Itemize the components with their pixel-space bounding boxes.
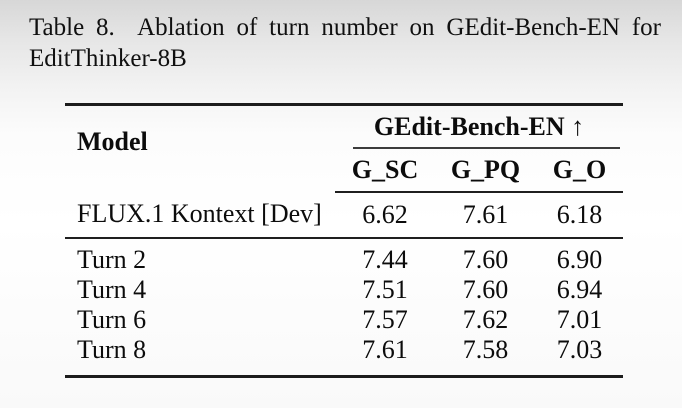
value-cell-g-o: 6.18 bbox=[536, 191, 623, 239]
ablation-table: Model GEdit-Bench-EN ↑ G_SC G_PQ G_O FLU… bbox=[65, 103, 623, 378]
value-cell-g-sc: 6.62 bbox=[335, 191, 435, 239]
group-header-gedit-bench-en: GEdit-Bench-EN ↑ bbox=[335, 105, 623, 149]
value-cell-g-o: 6.90 bbox=[556, 244, 603, 274]
value-cell-g-pq: 7.58 bbox=[462, 334, 509, 364]
value-cell-g-sc: 7.51 bbox=[362, 274, 408, 304]
table-caption: Table 8. Ablation of turn number on GEdi… bbox=[29, 12, 661, 74]
value-cell-g-o: 7.03 bbox=[556, 334, 603, 364]
caption-line-1: Table 8. Ablation of turn number on GEdi… bbox=[29, 14, 661, 41]
model-cell: Turn 4 bbox=[77, 274, 147, 304]
value-cell-g-pq: 7.60 bbox=[462, 244, 509, 274]
value-cell-g-pq: 7.61 bbox=[435, 191, 536, 239]
table-row-flux-kontext: FLUX.1 Kontext [Dev] 6.62 7.61 6.18 bbox=[65, 191, 623, 239]
header-row-group: Model GEdit-Bench-EN ↑ bbox=[65, 105, 623, 156]
model-cell: Turn 8 bbox=[77, 334, 147, 364]
table-row-turn-2: Turn 2 7.44 7.60 6.90 bbox=[65, 238, 623, 275]
column-header-g-o: G_O bbox=[536, 148, 623, 193]
table-row-turn-8: Turn 8 7.61 7.58 7.03 bbox=[65, 335, 623, 377]
value-cell-g-o: 7.01 bbox=[556, 304, 603, 334]
table-row-turn-6: Turn 6 7.57 7.62 7.01 bbox=[65, 305, 623, 335]
group-header-label: GEdit-Bench-EN ↑ bbox=[373, 112, 585, 142]
column-header-g-pq: G_PQ bbox=[435, 148, 536, 193]
cmidrule bbox=[353, 146, 620, 149]
column-header-g-sc: G_SC bbox=[335, 148, 435, 193]
model-cell: Turn 6 bbox=[77, 304, 147, 334]
value-cell-g-o: 6.94 bbox=[556, 274, 603, 304]
value-cell-g-sc: 7.57 bbox=[362, 304, 408, 334]
model-cell: Turn 2 bbox=[77, 244, 147, 274]
model-cell: FLUX.1 Kontext [Dev] bbox=[65, 191, 335, 239]
value-cell-g-pq: 7.60 bbox=[462, 274, 509, 304]
table-body: FLUX.1 Kontext [Dev] 6.62 7.61 6.18 Turn… bbox=[65, 191, 623, 377]
table-row-turn-4: Turn 4 7.51 7.60 6.94 bbox=[65, 275, 623, 305]
value-cell-g-sc: 7.44 bbox=[362, 244, 408, 274]
value-cell-g-sc: 7.61 bbox=[362, 334, 408, 364]
value-cell-g-pq: 7.62 bbox=[462, 304, 509, 334]
column-header-model: Model bbox=[77, 126, 148, 156]
header-row-metrics: G_SC G_PQ G_O bbox=[65, 148, 623, 193]
caption-line-2: EditThinker-8B bbox=[29, 45, 187, 72]
table-header: Model GEdit-Bench-EN ↑ G_SC G_PQ G_O bbox=[65, 105, 623, 193]
